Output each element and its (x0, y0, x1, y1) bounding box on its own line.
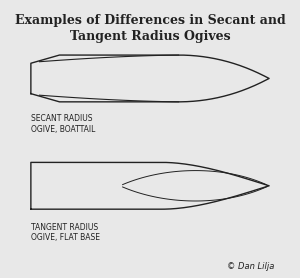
Text: © Dan Lilja: © Dan Lilja (227, 262, 274, 271)
Text: SECANT RADIUS
OGIVE, BOATTAIL: SECANT RADIUS OGIVE, BOATTAIL (31, 114, 95, 134)
Text: Examples of Differences in Secant and
Tangent Radius Ogives: Examples of Differences in Secant and Ta… (15, 14, 285, 43)
Text: TANGENT RADIUS
OGIVE, FLAT BASE: TANGENT RADIUS OGIVE, FLAT BASE (31, 223, 100, 242)
